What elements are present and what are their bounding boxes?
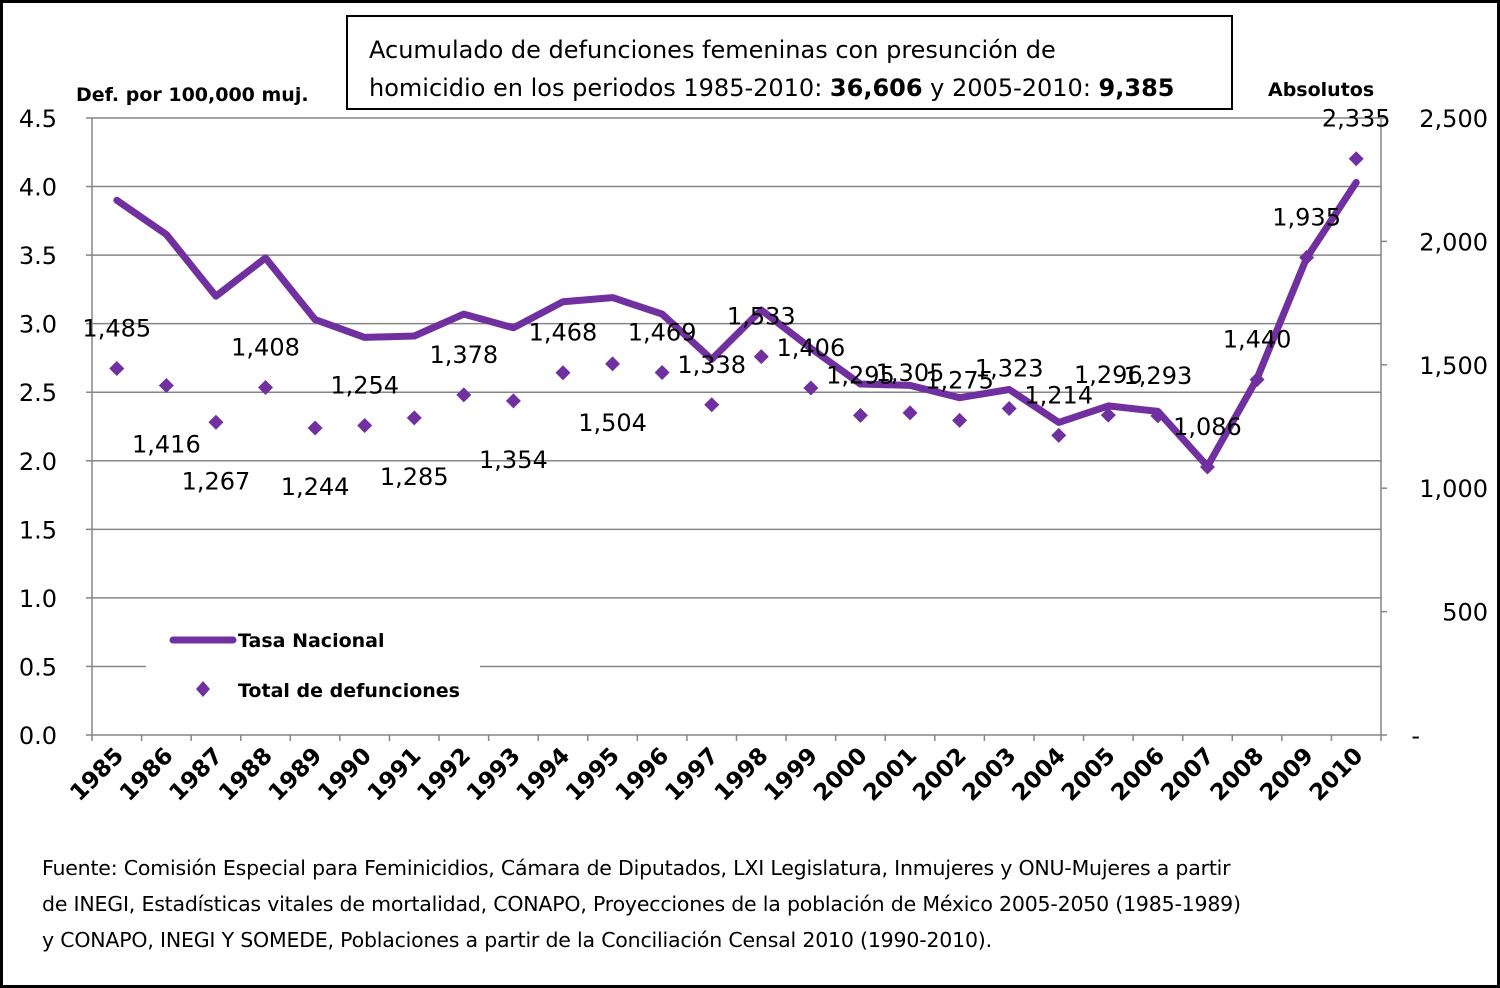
data-label: 1,285 — [380, 463, 449, 491]
data-label: 1,485 — [82, 315, 151, 343]
data-label: 1,469 — [628, 318, 697, 346]
data-label: 1,275 — [925, 366, 994, 394]
left-tick-label: 2.5 — [19, 379, 57, 407]
data-label: 1,267 — [182, 467, 251, 495]
legend-label-total-defunciones: Total de defunciones — [238, 680, 460, 702]
marker-total-defunciones — [654, 364, 670, 380]
marker-total-defunciones — [1199, 459, 1215, 475]
legend-background — [146, 618, 480, 712]
source-note: Fuente: Comisión Especial para Feminicid… — [42, 850, 1462, 958]
marker-total-defunciones — [1299, 249, 1315, 265]
marker-total-defunciones — [1051, 427, 1067, 443]
marker-total-defunciones — [952, 412, 968, 428]
source-line-3: y CONAPO, INEGI Y SOMEDE, Poblaciones a … — [42, 928, 992, 952]
source-line-2: de INEGI, Estadísticas vitales de mortal… — [42, 892, 1241, 916]
title-line-2-part-b: y 2005-2010: — [923, 74, 1099, 102]
marker-total-defunciones — [158, 378, 174, 394]
left-tick-label: 3.5 — [19, 242, 57, 270]
marker-total-defunciones — [1249, 372, 1265, 388]
legend: Tasa Nacional Total de defunciones — [146, 618, 480, 712]
left-axis-title: Def. por 100,000 muj. — [76, 84, 309, 106]
right-tick-label: 2,000 — [1419, 228, 1488, 256]
data-label: 1,440 — [1223, 326, 1292, 354]
left-tick-label: 3.0 — [19, 311, 57, 339]
source-line-1: Fuente: Comisión Especial para Feminicid… — [42, 856, 1231, 880]
left-tick-label: 0.5 — [19, 653, 57, 681]
data-label: 1,086 — [1173, 413, 1242, 441]
left-tick-label: 1.0 — [19, 585, 57, 613]
left-tick-label: 4.5 — [19, 105, 57, 133]
marker-total-defunciones — [803, 380, 819, 396]
right-tick-label: - — [1411, 722, 1420, 750]
title-total-all: 36,606 — [830, 74, 923, 102]
marker-total-defunciones — [258, 380, 274, 396]
left-tick-label: 1.5 — [19, 516, 57, 544]
marker-total-defunciones — [406, 410, 422, 426]
data-label: 1,935 — [1272, 203, 1341, 231]
marker-total-defunciones — [605, 356, 621, 372]
right-axis-title: Absolutos — [1268, 79, 1374, 101]
data-label: 1,254 — [330, 372, 399, 400]
data-labels: 1,485 1,416 1,267 1,408 1,244 1,254 1,285 1,378… — [82, 105, 1390, 501]
right-tick-label: 1,500 — [1419, 352, 1488, 380]
data-label: 1,296 — [1074, 361, 1143, 389]
marker-total-defunciones — [208, 414, 224, 430]
chart-title: Acumulado de defunciones femeninas con p… — [369, 36, 1174, 102]
series-markers-total-defunciones — [109, 151, 1364, 475]
data-label: 1,408 — [231, 334, 300, 362]
data-label: 1,305 — [876, 359, 945, 387]
data-label: 1,504 — [578, 409, 647, 437]
marker-total-defunciones — [505, 393, 521, 409]
data-label: 1,378 — [429, 341, 498, 369]
data-label: 1,244 — [281, 473, 350, 501]
data-label: 1,468 — [529, 319, 598, 347]
data-label: 1,295 — [826, 361, 895, 389]
data-label: 1,354 — [479, 446, 548, 474]
marker-total-defunciones — [1001, 400, 1017, 416]
title-line-2-part-a: homicidio en los periodos 1985-2010: — [369, 74, 830, 102]
data-label: 1,416 — [132, 431, 201, 459]
data-label: 1,338 — [677, 351, 746, 379]
marker-total-defunciones — [555, 365, 571, 381]
marker-total-defunciones — [456, 387, 472, 403]
marker-total-defunciones — [1150, 408, 1166, 424]
marker-total-defunciones — [307, 420, 323, 436]
series-line-tasa-nacional — [113, 178, 1360, 470]
left-tick-label: 0.0 — [19, 722, 57, 750]
title-box — [346, 15, 1233, 110]
marker-total-defunciones — [1348, 151, 1364, 167]
right-tick-label: 1,000 — [1419, 475, 1488, 503]
right-tick-label: 500 — [1442, 599, 1488, 627]
data-label: 1,323 — [975, 354, 1044, 382]
data-label: 1,406 — [777, 334, 846, 362]
marker-total-defunciones — [753, 349, 769, 365]
right-axis-ticks: - 500 1,000 1,500 2,000 2,500 — [1381, 105, 1488, 750]
data-label: 1,293 — [1124, 362, 1193, 390]
marker-total-defunciones — [852, 407, 868, 423]
marker-total-defunciones — [357, 418, 373, 434]
data-label: 2,335 — [1322, 105, 1391, 133]
title-total-recent: 9,385 — [1099, 74, 1175, 102]
left-tick-label: 2.0 — [19, 448, 57, 476]
left-axis-ticks: 0.0 0.5 1.0 1.5 2.0 2.5 3.0 3.5 4.0 4.5 — [19, 105, 92, 750]
marker-total-defunciones — [109, 361, 125, 377]
marker-total-defunciones — [704, 397, 720, 413]
legend-swatch-marker — [196, 681, 210, 697]
data-label: 1,214 — [1024, 381, 1093, 409]
marker-total-defunciones — [1100, 407, 1116, 423]
right-tick-label: 2,500 — [1419, 105, 1488, 133]
legend-label-tasa-nacional: Tasa Nacional — [238, 630, 385, 652]
marker-total-defunciones — [902, 405, 918, 421]
data-label: 1,533 — [727, 303, 796, 331]
left-tick-label: 4.0 — [19, 174, 57, 202]
title-line-1: Acumulado de defunciones femeninas con p… — [369, 36, 1056, 64]
